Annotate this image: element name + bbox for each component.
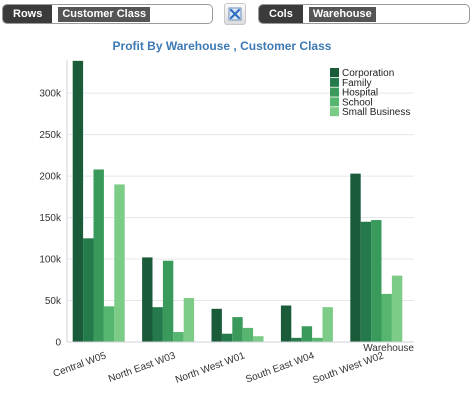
bar xyxy=(232,317,243,342)
bar xyxy=(162,260,174,342)
y-tick-label: 100k xyxy=(39,255,62,266)
bar xyxy=(152,307,163,342)
bar xyxy=(391,275,403,342)
legend-swatch xyxy=(330,68,339,77)
legend-label: Family xyxy=(342,78,371,89)
bar xyxy=(83,238,94,342)
bar xyxy=(114,184,125,342)
legend-swatch xyxy=(330,87,339,97)
bar xyxy=(211,308,222,342)
bar xyxy=(301,326,313,342)
y-tick-label: 250k xyxy=(39,130,62,141)
swap-axes-icon xyxy=(228,7,242,21)
legend-swatch xyxy=(330,107,339,117)
bar xyxy=(142,257,153,342)
bar xyxy=(291,337,302,342)
bar xyxy=(103,306,115,342)
bar xyxy=(183,298,195,342)
bar xyxy=(312,337,323,342)
bar xyxy=(173,332,184,342)
bar xyxy=(253,336,264,342)
y-tick-label: 300k xyxy=(39,89,62,100)
x-tick-label: South West W02 xyxy=(311,350,386,386)
x-tick-label: South East W04 xyxy=(244,350,316,385)
legend-label: Corporation xyxy=(342,68,394,79)
cols-value[interactable]: Warehouse xyxy=(308,6,376,22)
x-axis-title: Warehouse xyxy=(363,343,414,354)
bar xyxy=(360,221,372,342)
bar xyxy=(242,327,254,342)
legend-label: Hospital xyxy=(342,88,378,99)
y-tick-label: 0 xyxy=(55,338,61,349)
y-tick-label: 50k xyxy=(45,296,62,307)
bar xyxy=(93,169,104,342)
x-tick-label: Central W05 xyxy=(52,350,108,379)
x-tick-label: North East W03 xyxy=(107,350,177,385)
bar xyxy=(381,293,392,342)
legend-label: School xyxy=(342,97,373,108)
legend-swatch xyxy=(330,77,339,87)
swap-axes-button[interactable] xyxy=(224,3,246,25)
bars-layer xyxy=(72,60,403,343)
bar xyxy=(371,220,382,342)
rows-value[interactable]: Customer Class xyxy=(58,6,151,22)
rows-label: Rows xyxy=(3,5,53,23)
rows-selector[interactable]: Rows Customer Class xyxy=(2,4,213,24)
cols-selector[interactable]: Cols Warehouse xyxy=(258,4,470,24)
x-tick-label: North West W01 xyxy=(174,350,247,386)
bar xyxy=(72,60,84,343)
chart-title: Profit By Warehouse , Customer Class xyxy=(113,39,332,53)
legend-label: Small Business xyxy=(342,107,410,118)
cols-label: Cols xyxy=(259,5,303,23)
bar xyxy=(280,305,292,342)
y-tick-label: 150k xyxy=(39,213,62,224)
bar xyxy=(322,307,333,342)
y-tick-label: 200k xyxy=(39,172,62,183)
legend-swatch xyxy=(330,97,339,107)
bar xyxy=(221,333,233,342)
bar xyxy=(350,173,361,342)
